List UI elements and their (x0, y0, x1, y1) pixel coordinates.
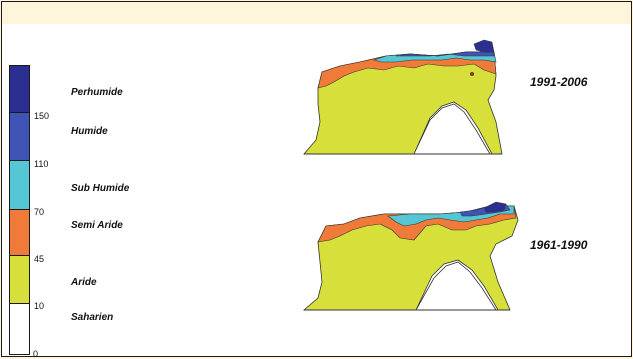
zone-label-aride: Aride (71, 277, 97, 288)
location-dot (470, 72, 474, 76)
zone-label-semi-aride: Semi Aride (71, 220, 123, 231)
zone-area-perhumide (483, 201, 507, 213)
map-1991-2006 (303, 39, 503, 155)
scale-tick-10: 10 (34, 301, 45, 311)
scale-segment-saharien (10, 304, 29, 354)
zone-area-semi-aride (317, 51, 497, 89)
zone-area-humide (395, 51, 495, 57)
scale-segment-sub-humide (10, 161, 29, 210)
scale-tick-150: 150 (34, 111, 50, 121)
zone-label-perhumide: Perhumide (71, 87, 123, 98)
period-label-1961-1990: 1961-1990 (530, 238, 588, 252)
scale-tick-0: 0 (33, 349, 39, 359)
zone-label-saharien: Saharien (71, 312, 114, 323)
scale-segment-humide (10, 113, 29, 161)
scale-segment-perhumide (10, 66, 29, 113)
zone-label-sub-humide: Sub Humide (71, 183, 130, 194)
scale-segment-aride (10, 256, 29, 304)
scale-segment-semi-aride (10, 210, 29, 256)
zone-area-saharien (415, 261, 497, 311)
scale-tick-70: 70 (34, 207, 45, 217)
zone-area-saharien (413, 103, 491, 155)
scale-tick-45: 45 (34, 254, 45, 264)
map-1961-1990 (302, 201, 519, 311)
scale-tick-110: 110 (34, 159, 49, 169)
climate-scale-bar (9, 65, 30, 355)
period-label-1991-2006: 1991-2006 (530, 75, 588, 89)
header-band (2, 2, 631, 24)
zone-area-perhumide (473, 39, 495, 53)
zone-label-humide: Humide (71, 126, 108, 137)
